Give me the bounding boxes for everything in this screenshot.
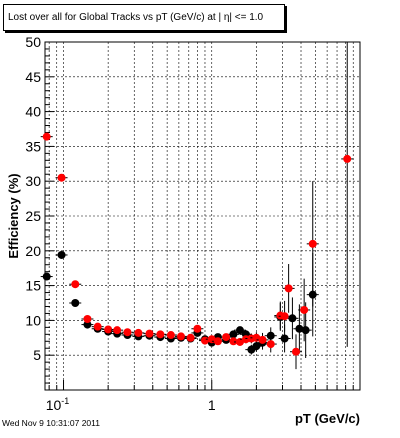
data-point	[200, 336, 209, 345]
x-tick-label: 1	[208, 397, 216, 413]
data-point	[42, 132, 51, 141]
y-tick-label: 15	[25, 278, 41, 294]
data-point	[295, 324, 304, 333]
chart-title: Lost over all for Global Tracks vs pT (G…	[3, 4, 285, 31]
data-point	[83, 320, 92, 329]
y-tick-label: 25	[25, 208, 41, 224]
y-tick-label: 30	[25, 173, 41, 189]
data-point	[104, 325, 113, 334]
data-point	[280, 312, 289, 321]
y-tick-label: 45	[25, 69, 41, 85]
grid	[45, 42, 360, 390]
data-point	[300, 305, 309, 314]
data-point	[308, 239, 317, 248]
y-tick-label: 5	[33, 347, 41, 363]
data-point	[166, 331, 175, 340]
data-point	[113, 326, 122, 335]
data-point	[176, 332, 185, 341]
x-tick-label: 10-1	[46, 396, 70, 413]
data-point	[266, 340, 275, 349]
data-point	[193, 324, 202, 333]
data-point	[222, 333, 231, 342]
data-point	[123, 328, 132, 337]
y-tick-label: 35	[25, 138, 41, 154]
data-point	[42, 272, 51, 281]
data-point	[71, 280, 80, 289]
data-point	[83, 315, 92, 324]
data-point	[291, 347, 300, 356]
axes: 5 10 15 20 25 30 35 40 45 50 10-1 1	[25, 34, 354, 413]
data-series	[40, 42, 354, 370]
y-tick-label: 20	[25, 243, 41, 259]
data-point	[213, 337, 222, 346]
data-point	[57, 173, 66, 182]
data-point	[229, 337, 238, 346]
data-point	[288, 314, 297, 323]
data-point	[93, 322, 102, 331]
series-red	[40, 42, 354, 370]
y-tick-label: 10	[25, 312, 41, 328]
data-point	[252, 342, 261, 351]
data-point	[57, 250, 66, 259]
data-point	[134, 328, 143, 337]
data-point	[186, 333, 195, 342]
series-black	[40, 250, 319, 358]
timestamp-footer: Wed Nov 9 10:31:07 2011	[2, 418, 100, 428]
data-point	[301, 326, 310, 335]
data-point	[71, 299, 80, 307]
y-tick-label: 40	[25, 104, 41, 120]
data-point	[258, 335, 267, 344]
data-point	[229, 330, 238, 339]
x-axis-label: pT (GeV/c)	[295, 411, 360, 426]
y-tick-label: 50	[25, 34, 41, 50]
data-point	[280, 334, 289, 343]
data-point	[235, 337, 244, 346]
data-point	[284, 284, 293, 293]
data-point	[145, 329, 154, 338]
data-point	[156, 330, 165, 339]
data-point	[235, 326, 244, 335]
y-axis-label: Efficiency (%)	[6, 173, 21, 258]
data-point	[343, 154, 352, 163]
